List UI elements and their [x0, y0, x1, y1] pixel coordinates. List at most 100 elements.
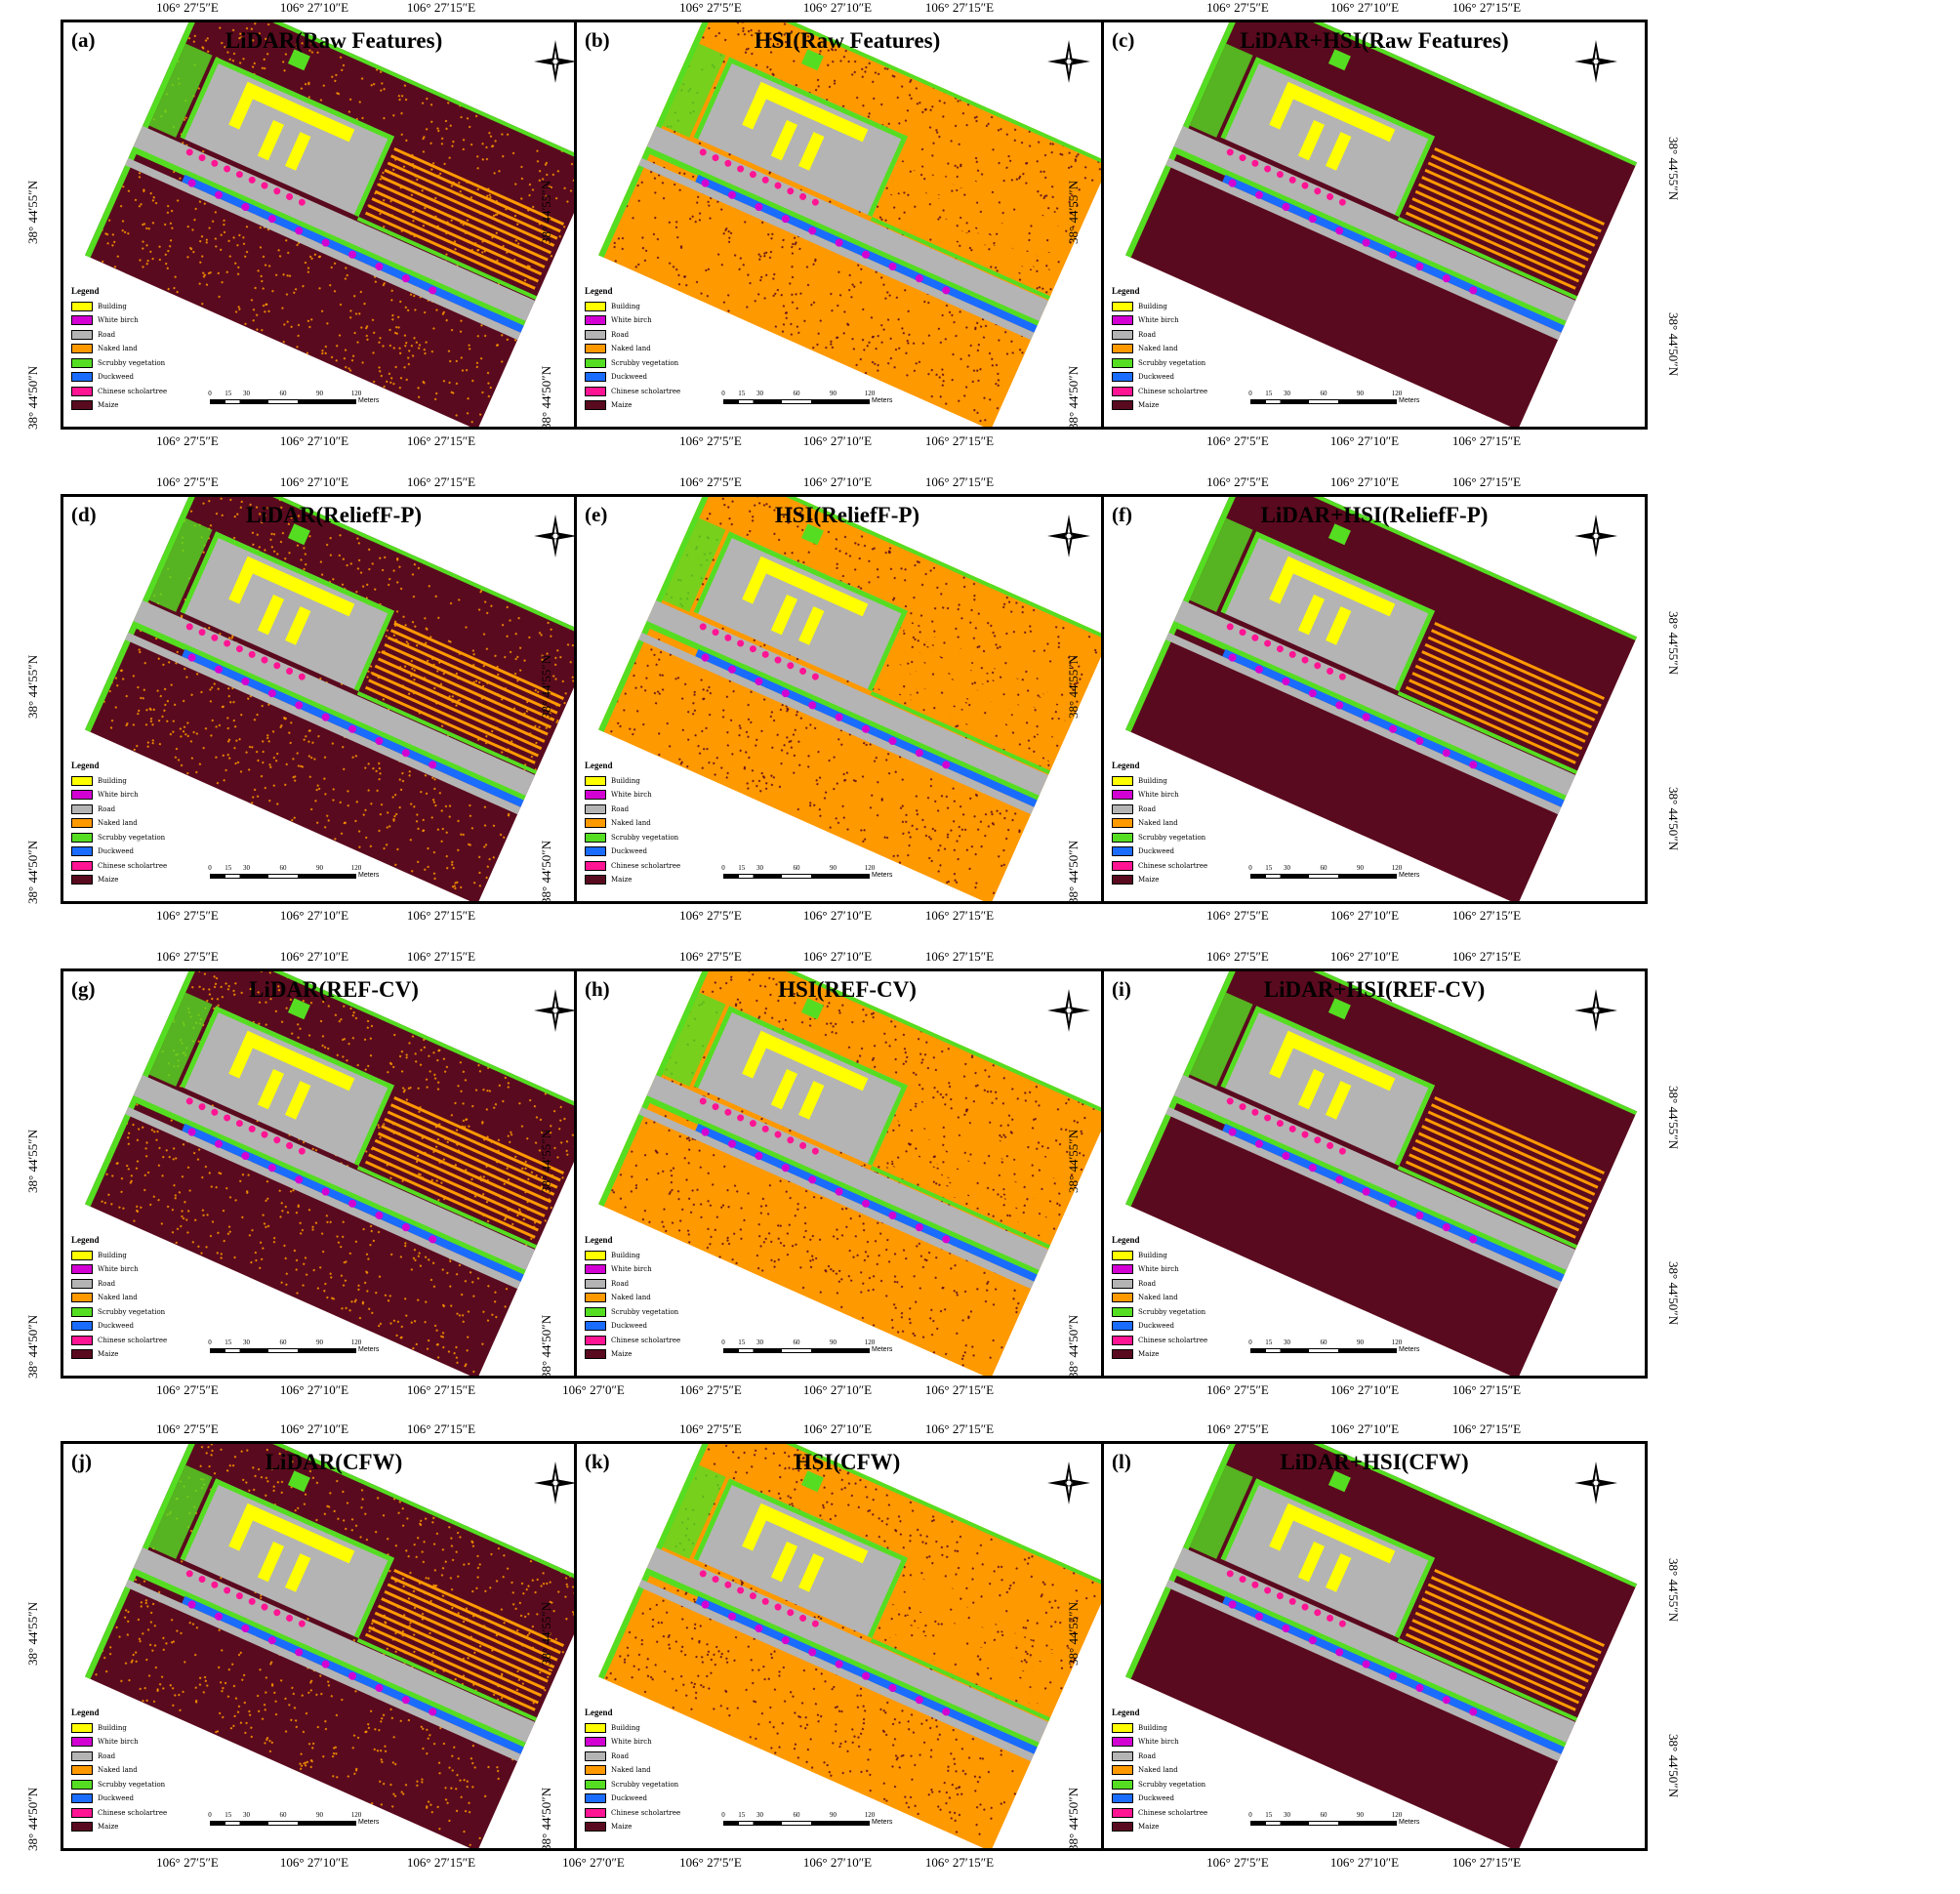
legend-label: Naked land: [98, 816, 138, 831]
legend-item: Maize: [71, 1347, 167, 1362]
legend-item: Road: [585, 328, 680, 343]
legend-label: Road: [611, 803, 629, 817]
scale-tick-label: 60: [794, 1811, 800, 1819]
legend-item: White birch: [71, 788, 167, 803]
longitude-label: 106° 27′15″E: [1452, 474, 1521, 490]
latitude-label: 38° 44′55″N: [539, 1602, 554, 1666]
scale-bar-graphic: [1250, 399, 1397, 404]
legend-swatch: [585, 1751, 606, 1761]
latitude-label: 38° 44′55″N: [539, 1130, 554, 1193]
legend-item: Maize: [585, 1820, 680, 1834]
scale-tick-label: 90: [1357, 1811, 1364, 1819]
legend-swatch: [1112, 1293, 1133, 1302]
scale-unit: Meters: [1399, 872, 1419, 879]
scale-tick-label: 15: [225, 390, 231, 397]
panel-title: LiDAR(REF-CV): [63, 977, 604, 1003]
scale-tick-label: 0: [1248, 864, 1252, 872]
scale-bar-graphic: [1250, 874, 1397, 879]
legend-label: Road: [98, 803, 115, 817]
legend-item: Duckweed: [71, 1791, 167, 1806]
scale-tick-label: 30: [243, 864, 250, 872]
scale-tick-label: 60: [1321, 390, 1327, 397]
legend-swatch: [585, 1737, 606, 1747]
legend-label: White birch: [1138, 1735, 1179, 1750]
longitude-label: 106° 27′15″E: [1452, 1855, 1521, 1871]
longitude-label: 106° 27′10″E: [803, 1421, 872, 1437]
panel-title: LiDAR(CFW): [63, 1450, 604, 1475]
scale-tick-label: 120: [865, 1811, 876, 1819]
legend-item: Scrubby vegetation: [585, 831, 680, 845]
legend-item: Building: [585, 774, 680, 789]
legend-label: Scrubby vegetation: [1138, 1778, 1205, 1792]
legend-label: Duckweed: [98, 370, 134, 385]
scale-tick-label: 15: [738, 1811, 745, 1819]
longitude-label: 106° 27′5″E: [156, 1855, 219, 1871]
scale-unit: Meters: [358, 872, 379, 879]
legend-swatch: [71, 344, 93, 353]
longitude-label: 106° 27′15″E: [925, 474, 994, 490]
legend-label: White birch: [611, 1262, 652, 1277]
legend-label: Building: [611, 1249, 640, 1263]
scale-unit: Meters: [872, 1819, 892, 1826]
legend-title: Legend: [585, 284, 680, 299]
legend-item: Road: [585, 1277, 680, 1292]
latitude-label: 38° 44′50″N: [1665, 1734, 1681, 1797]
legend-swatch: [585, 302, 606, 311]
longitude-label: 106° 27′10″E: [280, 908, 348, 924]
panel-title: LiDAR+HSI(Raw Features): [1104, 28, 1645, 54]
scale-tick-label: 0: [721, 1338, 725, 1346]
legend-item: Road: [585, 803, 680, 817]
panel-title: LiDAR(Raw Features): [63, 28, 604, 54]
legend-label: Duckweed: [611, 1319, 647, 1334]
legend-swatch: [71, 1293, 93, 1302]
scale-tick-label: 90: [830, 864, 837, 872]
legend-swatch: [1112, 1251, 1133, 1260]
legend-item: Naked land: [71, 342, 167, 356]
legend-item: Scrubby vegetation: [71, 1305, 167, 1320]
legend-label: Duckweed: [1138, 1319, 1174, 1334]
longitude-label: 106° 27′10″E: [803, 1382, 872, 1398]
legend-item: Scrubby vegetation: [71, 356, 167, 371]
legend-title: Legend: [71, 284, 167, 299]
longitude-label: 106° 27′15″E: [1452, 1382, 1521, 1398]
legend-title: Legend: [1112, 284, 1207, 299]
scale-bar-graphic: [723, 399, 870, 404]
scale-tick-label: 120: [1392, 1811, 1403, 1819]
legend-swatch: [1112, 330, 1133, 340]
longitude-label: 106° 27′5″E: [679, 474, 742, 490]
north-arrow-icon: [1571, 1458, 1621, 1508]
scale-tick-label: 0: [208, 864, 212, 872]
legend-swatch: [585, 1321, 606, 1331]
scale-tick-label: 60: [794, 390, 800, 397]
longitude-label: 106° 27′15″E: [407, 1382, 475, 1398]
legend-label: Maize: [98, 1820, 118, 1834]
latitude-label: 38° 44′50″N: [1665, 312, 1681, 376]
legend-swatch: [585, 875, 606, 885]
longitude-label: 106° 27′10″E: [280, 1855, 348, 1871]
scale-tick-label: 90: [316, 1338, 323, 1346]
scale-tick-label: 15: [1265, 390, 1272, 397]
latitude-label: 38° 44′50″N: [539, 841, 554, 904]
north-arrow-icon: [1571, 36, 1621, 87]
legend-swatch: [585, 818, 606, 828]
legend-item: Naked land: [585, 1291, 680, 1305]
scale-unit: Meters: [358, 1346, 379, 1353]
scale-tick-label: 30: [756, 1338, 763, 1346]
longitude-label: 106° 27′15″E: [407, 474, 475, 490]
longitude-label: 106° 27′10″E: [280, 0, 348, 16]
legend-item: Building: [585, 1721, 680, 1736]
legend-label: White birch: [98, 313, 139, 328]
longitude-label: 106° 27′5″E: [1206, 949, 1269, 965]
